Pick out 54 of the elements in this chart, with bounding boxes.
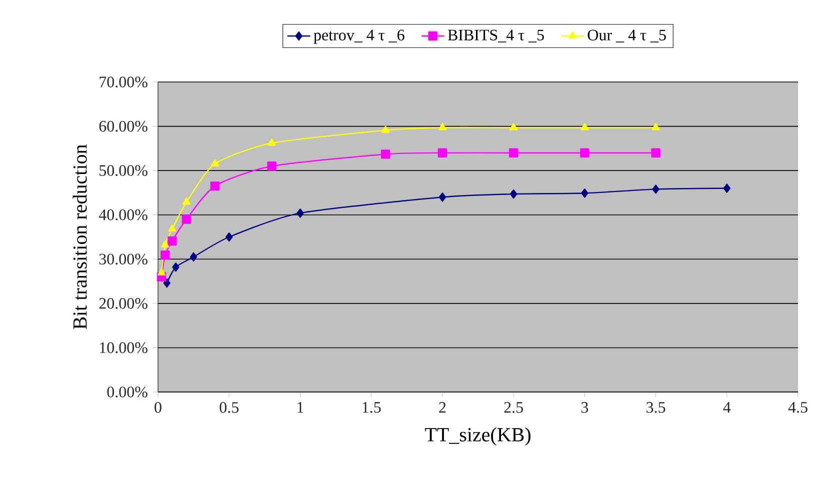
point (182, 197, 191, 205)
point (163, 278, 170, 288)
point (380, 150, 390, 159)
point (723, 184, 730, 193)
point (581, 188, 588, 198)
x-tick-label: 2 (439, 402, 446, 413)
point (509, 123, 518, 130)
y-tick-label: 30.00% (99, 254, 148, 265)
y-tick-label: 70.00% (100, 76, 148, 88)
point (652, 123, 660, 130)
point (168, 236, 177, 246)
point (438, 123, 447, 130)
point (210, 181, 220, 191)
point (580, 123, 589, 130)
point (226, 232, 233, 242)
y-tick-label: 0.00% (107, 386, 148, 398)
x-tick-label: 2.5 (504, 402, 523, 413)
point (190, 252, 198, 262)
point (510, 189, 518, 199)
point (182, 214, 192, 224)
point (157, 268, 166, 276)
x-tick-label: 0.5 (220, 402, 238, 413)
point (161, 240, 170, 248)
x-tick-label: 1 (298, 402, 304, 413)
x-tick-label: 1.5 (362, 402, 381, 413)
point (296, 208, 304, 218)
x-axis-title: TT_size(KB) (425, 427, 530, 446)
legend-label: Our _ 4 τ _5 (588, 30, 666, 42)
x-tick-label: 3 (581, 402, 588, 413)
point (651, 148, 660, 158)
x-tick-label: 4 (723, 402, 731, 413)
y-axis-title: Bit transition reduction (72, 144, 87, 330)
point (160, 250, 170, 260)
point (652, 184, 660, 194)
point (172, 262, 180, 272)
legend-label: petrov_ 4 τ _6 (314, 30, 404, 44)
y-tick-label: 60.00% (99, 120, 148, 132)
point (268, 138, 276, 146)
x-tick-label: 4.5 (788, 402, 808, 413)
point (267, 162, 276, 171)
point (168, 224, 176, 232)
point (210, 159, 219, 167)
legend-label: BIBITS_4 τ _5 (448, 30, 544, 42)
y-tick-label: 10.00% (100, 342, 148, 354)
x-tick-label: 0 (154, 402, 162, 413)
y-tick-label: 50.00% (100, 165, 148, 176)
point (580, 148, 590, 158)
point (508, 148, 518, 158)
point (381, 126, 390, 133)
point (438, 192, 446, 202)
x-tick-label: 3.5 (646, 402, 666, 413)
point (438, 148, 448, 158)
y-tick-label: 40.00% (98, 209, 148, 220)
y-tick-label: 20.00% (99, 298, 148, 309)
